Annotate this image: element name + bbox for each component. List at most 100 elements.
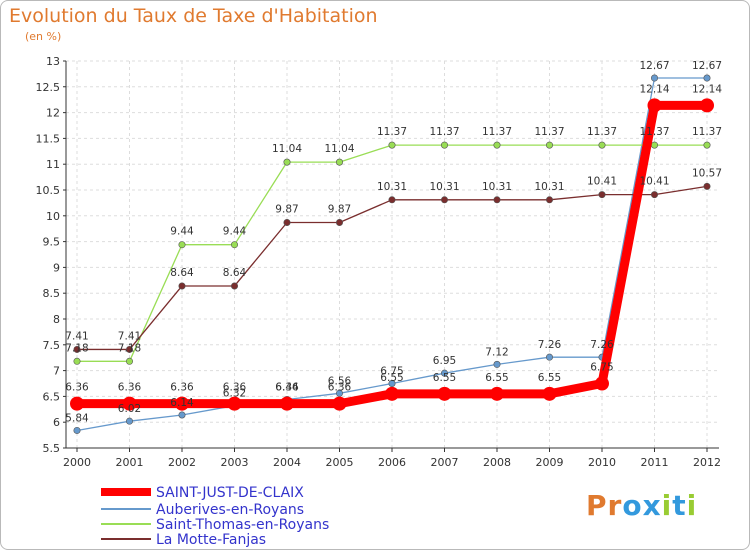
data-point [703, 74, 711, 82]
x-tick-label: 2012 [693, 456, 721, 469]
data-label: 11.37 [429, 126, 459, 138]
y-tick-label: 7.5 [43, 339, 61, 352]
data-label: 6.55 [380, 372, 403, 384]
data-point [126, 357, 134, 365]
data-label: 7.26 [590, 339, 614, 351]
data-point [73, 357, 81, 365]
data-point [545, 196, 553, 204]
y-tick-label: 8.5 [43, 287, 61, 300]
data-point [437, 386, 452, 401]
data-label: 11.37 [534, 126, 564, 138]
y-tick-label: 8 [53, 313, 60, 326]
data-point [440, 369, 448, 377]
legend-entry: SAINT-JUST-DE-CLAIX [156, 485, 304, 501]
y-tick-label: 6.5 [43, 390, 61, 403]
data-label: 8.64 [223, 267, 247, 279]
brand-letter: i [661, 489, 673, 522]
data-point [335, 158, 343, 166]
data-label: 7.18 [65, 342, 88, 354]
data-label: 10.57 [692, 167, 722, 179]
data-label: 6.36 [65, 382, 89, 394]
data-label: 6.75 [590, 362, 613, 374]
y-tick-label: 13 [46, 55, 60, 68]
data-label: 12.14 [639, 83, 669, 95]
data-label: 6.36 [170, 382, 194, 394]
data-point [598, 191, 606, 199]
data-point [388, 379, 396, 387]
y-tick-label: 7 [53, 365, 60, 378]
data-label: 9.87 [275, 204, 298, 216]
data-label: 10.41 [587, 176, 617, 188]
data-point [335, 389, 343, 397]
data-label: 9.44 [223, 226, 247, 238]
data-label: 12.14 [692, 83, 722, 95]
data-point [493, 196, 501, 204]
x-tick-label: 2002 [168, 456, 196, 469]
x-tick-label: 2001 [116, 456, 144, 469]
data-point [542, 386, 557, 401]
brand-logo: Proxiti [586, 489, 697, 522]
y-tick-label: 5.5 [43, 442, 61, 455]
data-label: 7.41 [65, 330, 88, 342]
data-label: 11.37 [692, 126, 722, 138]
data-label: 7.26 [538, 339, 562, 351]
data-point [388, 196, 396, 204]
data-point [598, 141, 606, 149]
y-tick-label: 10.5 [36, 184, 61, 197]
data-label: 11.04 [272, 143, 302, 155]
x-tick-label: 2004 [273, 456, 301, 469]
data-label: 11.04 [324, 143, 354, 155]
data-label: 7.12 [485, 346, 508, 358]
x-tick-label: 2006 [378, 456, 406, 469]
y-tick-label: 11 [46, 158, 60, 171]
data-point [332, 396, 347, 411]
data-label: 12.67 [639, 60, 669, 72]
brand-letter: r [607, 489, 623, 522]
brand-letter: x [642, 489, 662, 522]
data-label: 11.37 [587, 126, 617, 138]
data-point [493, 360, 501, 368]
legend-entry: La Motte-Fanjas [156, 532, 266, 548]
chart-title: Evolution du Taux de Taxe d'Habitation [9, 5, 378, 27]
brand-letter: o [622, 489, 643, 522]
data-label: 6.36 [118, 382, 142, 394]
data-point [700, 98, 714, 113]
data-point [178, 411, 186, 419]
data-point [650, 74, 658, 82]
data-point [280, 396, 294, 411]
data-label: 10.31 [482, 181, 512, 193]
x-tick-label: 2010 [588, 456, 616, 469]
x-tick-label: 2011 [641, 456, 669, 469]
data-point [335, 219, 343, 227]
data-label: 6.56 [328, 375, 352, 387]
y-tick-label: 12 [46, 107, 60, 120]
brand-letter: P [586, 489, 608, 522]
x-tick-label: 2009 [536, 456, 564, 469]
data-label: 8.64 [170, 267, 194, 279]
data-point [595, 376, 609, 391]
data-point [231, 282, 239, 290]
data-point [73, 426, 81, 434]
data-point [647, 98, 662, 113]
data-point [73, 345, 81, 353]
data-label: 11.37 [639, 126, 669, 138]
data-point [70, 396, 84, 411]
x-tick-label: 2005 [326, 456, 354, 469]
x-tick-label: 2003 [221, 456, 249, 469]
brand-letter: t [672, 489, 687, 522]
data-label: 6.95 [433, 355, 456, 367]
data-label: 6.32 [223, 388, 246, 400]
data-point [283, 158, 291, 166]
data-point [493, 141, 501, 149]
data-point [650, 191, 658, 199]
data-point [227, 396, 242, 411]
data-label: 10.41 [639, 176, 669, 188]
x-tick-label: 2007 [431, 456, 459, 469]
data-point [703, 182, 711, 190]
data-label: 10.31 [534, 181, 564, 193]
data-point [175, 396, 189, 411]
data-point [440, 141, 448, 149]
data-label: 10.31 [377, 181, 407, 193]
data-label: 6.55 [485, 372, 508, 384]
